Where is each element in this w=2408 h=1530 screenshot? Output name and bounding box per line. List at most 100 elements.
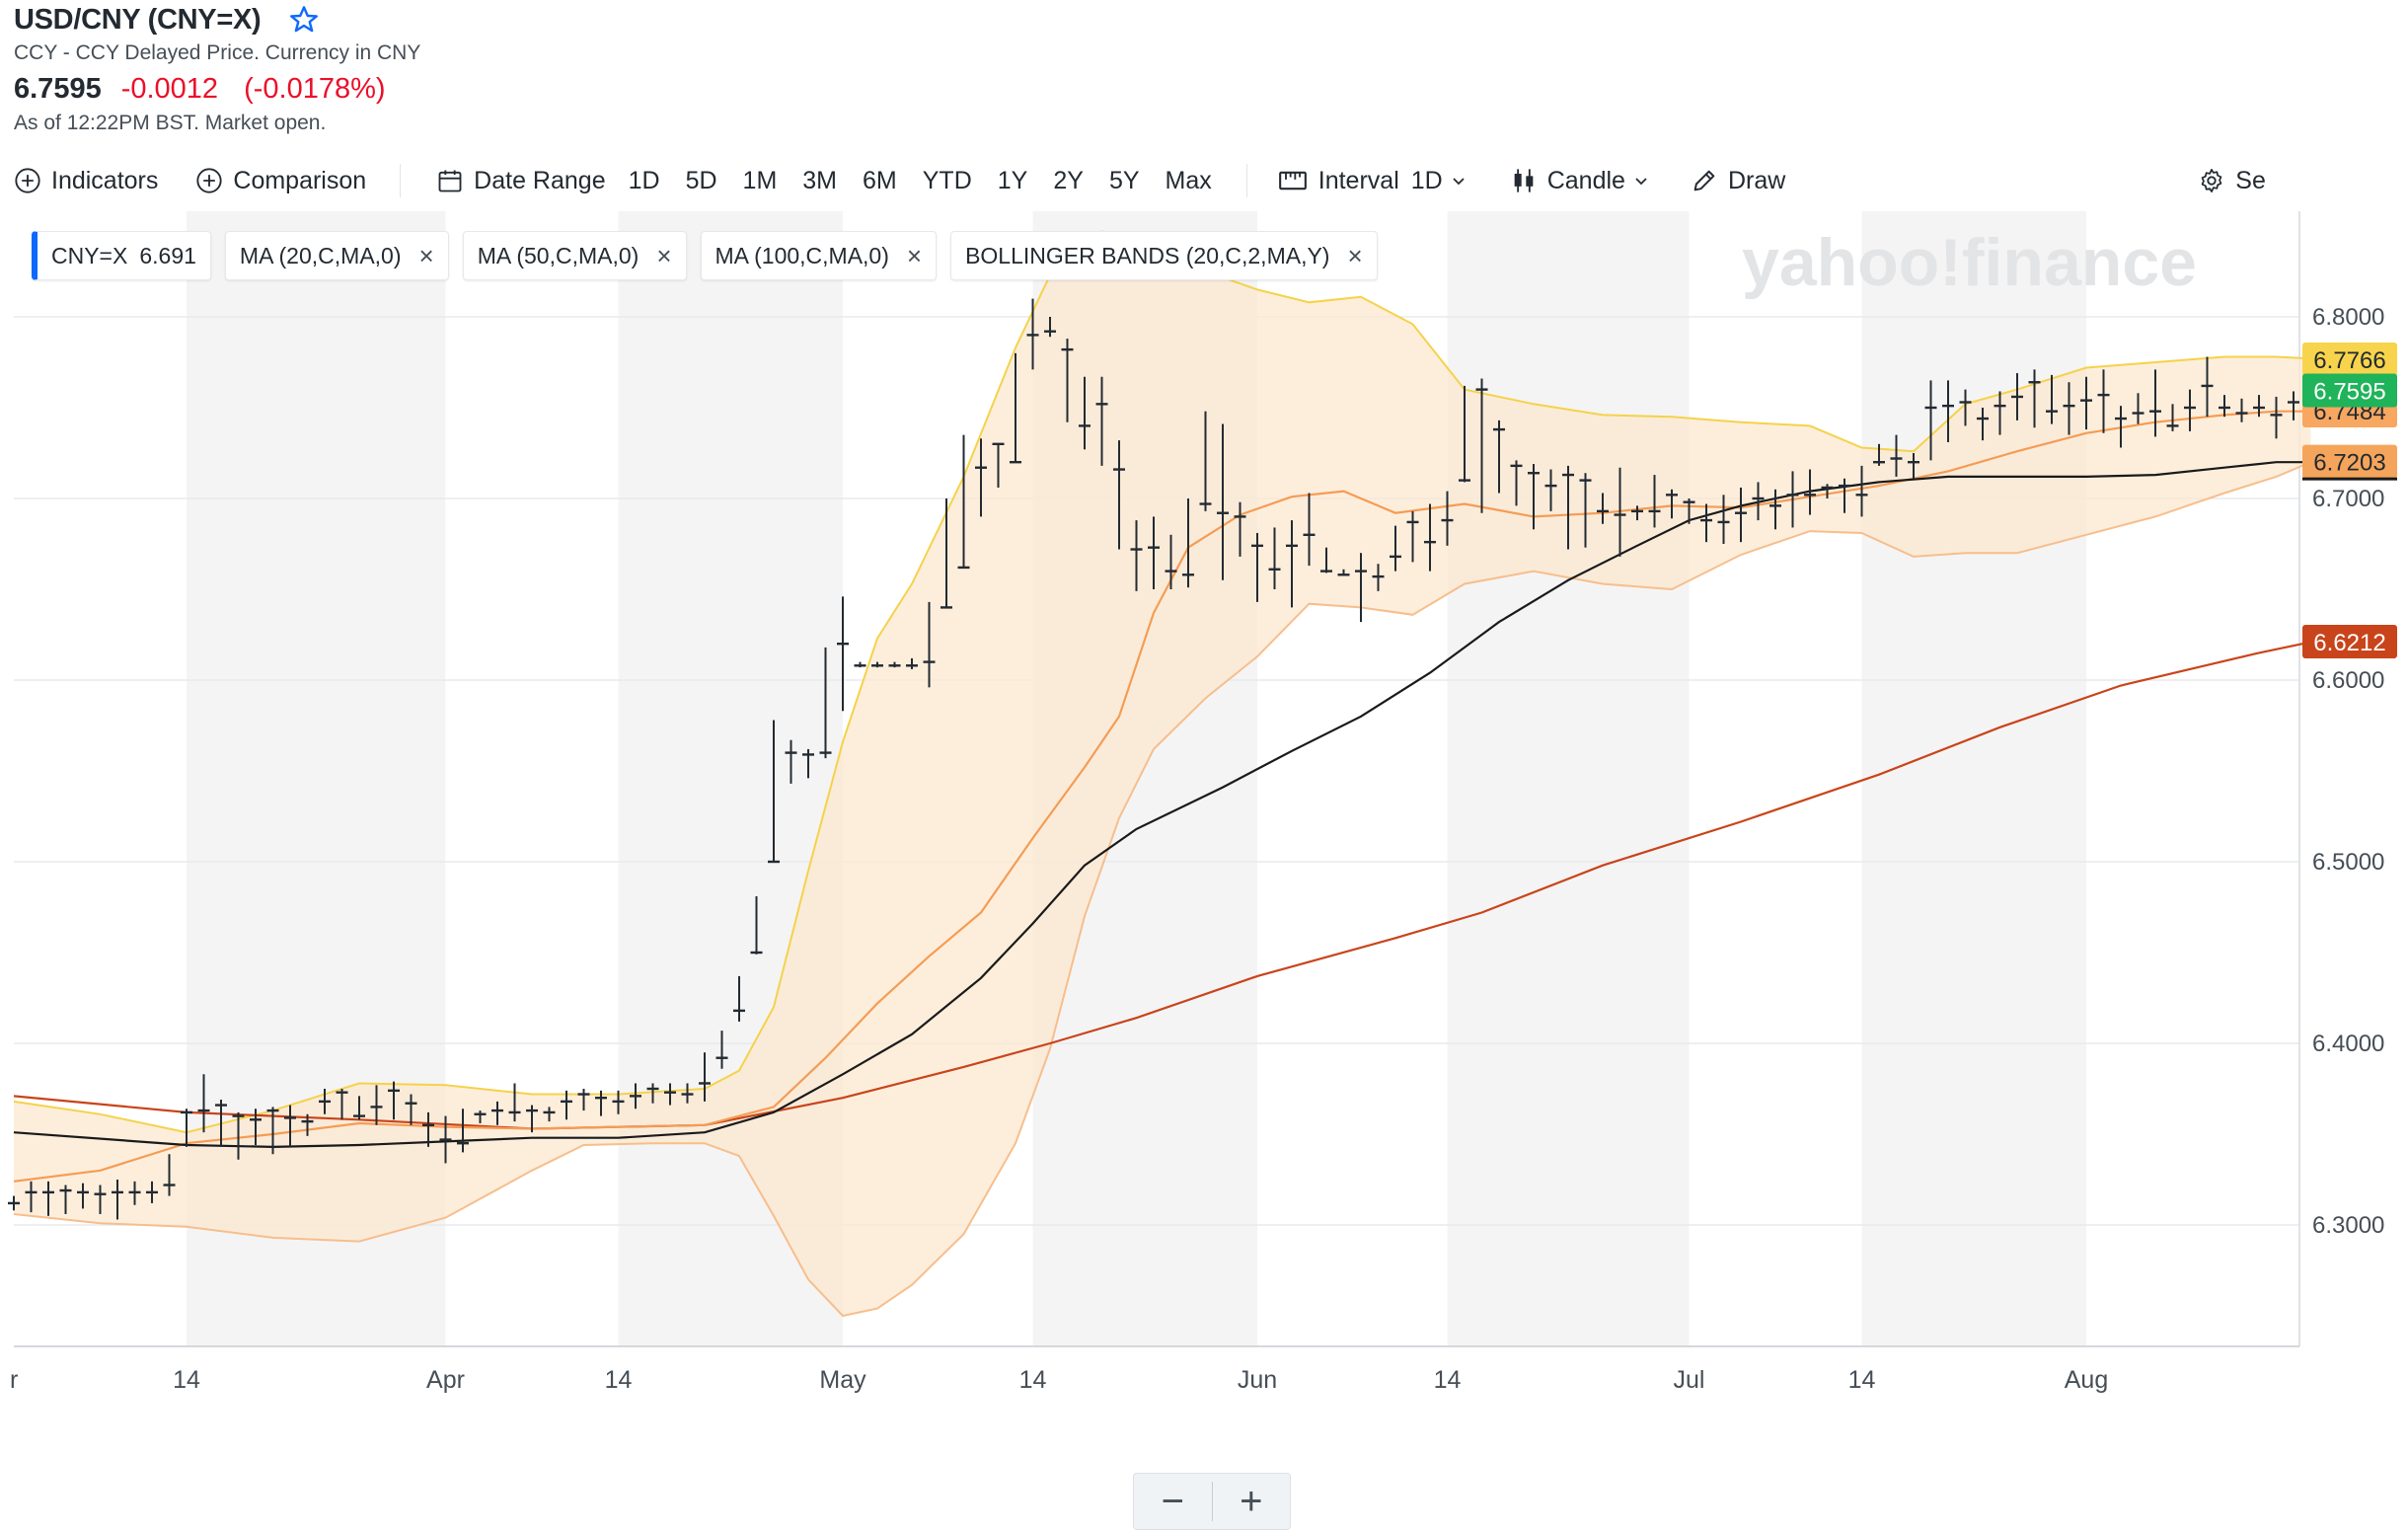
candle [1717, 495, 1730, 544]
range-1m[interactable]: 1M [742, 166, 778, 194]
candle [1372, 564, 1385, 591]
candle [146, 1181, 158, 1203]
candle [1165, 534, 1177, 589]
candle [1735, 487, 1747, 543]
candle [646, 1083, 659, 1104]
draw-button[interactable]: Draw [1691, 167, 1785, 195]
candle [405, 1094, 417, 1125]
x-tick-label: 14 [173, 1366, 200, 1394]
candle [301, 1113, 314, 1136]
range-5d[interactable]: 5D [685, 166, 717, 194]
candle [1355, 553, 1367, 623]
candle [2288, 391, 2299, 421]
candle [1648, 475, 1661, 528]
zoom-out-button[interactable]: − [1161, 1479, 1184, 1523]
y-tick-label: 6.3000 [2312, 1212, 2384, 1239]
candle [1475, 378, 1488, 513]
candle [1579, 473, 1592, 548]
ma50-pill[interactable]: MA (50,C,MA,0) × [462, 231, 687, 280]
ma50-label: MA (50,C,MA,0) [477, 242, 640, 268]
candlestick-icon [1514, 169, 1534, 192]
settings-button[interactable]: Se [2198, 167, 2266, 195]
star-icon[interactable] [288, 4, 320, 36]
candle [250, 1109, 262, 1146]
candle [1441, 491, 1454, 546]
range-1y[interactable]: 1Y [997, 166, 1028, 194]
candle [2253, 395, 2265, 418]
comparison-label: Comparison [233, 166, 367, 194]
month-stripe [1447, 211, 1690, 1346]
bollinger-pill[interactable]: BOLLINGER BANDS (20,C,2,MA,Y) × [950, 231, 1378, 280]
y-tick-label: 6.5000 [2312, 849, 2384, 876]
candle [1251, 532, 1263, 602]
candle [819, 647, 832, 759]
price-change: -0.0012 [120, 73, 219, 105]
candle [1286, 520, 1298, 608]
candle [284, 1105, 296, 1147]
interval-value: 1D [1410, 166, 1443, 194]
y-tick-label: 6.6000 [2312, 667, 2384, 694]
ma100-pill[interactable]: MA (100,C,MA,0) × [700, 231, 938, 280]
x-tick-label: Jul [1674, 1366, 1705, 1394]
price-chart[interactable]: yahoo!finance 6.8000 6.7000 6.6000 6.5000 6.… [0, 211, 2408, 1530]
candle [2046, 374, 2058, 424]
interval-label: Interval [1317, 166, 1399, 194]
range-1d[interactable]: 1D [628, 166, 660, 194]
date-range-button[interactable]: Date Range [436, 167, 606, 195]
candle [1510, 460, 1523, 506]
close-icon[interactable]: × [906, 240, 923, 270]
x-axis: r 14 Apr 14 May 14 Jun 14 Jul 14 Aug [10, 1366, 2108, 1394]
candle [2235, 398, 2248, 422]
close-icon[interactable]: × [656, 240, 672, 270]
close-icon[interactable]: × [1347, 240, 1363, 270]
indicators-label: Indicators [51, 166, 159, 194]
candle [1148, 516, 1160, 589]
candle [215, 1100, 227, 1147]
toolbar-divider [400, 164, 402, 197]
candle [1977, 408, 1989, 441]
range-3m[interactable]: 3M [802, 166, 838, 194]
candle [612, 1090, 625, 1114]
candle [422, 1111, 434, 1147]
comparison-button[interactable]: Comparison [195, 167, 366, 195]
candle [163, 1154, 176, 1196]
svg-text:6.6212: 6.6212 [2313, 630, 2385, 656]
candle [1855, 465, 1868, 517]
candle [923, 601, 936, 688]
market-status: As of 12:22PM BST. Market open. [14, 112, 327, 134]
candle [1199, 411, 1212, 511]
candle [975, 438, 987, 517]
candle [508, 1083, 521, 1122]
candle [699, 1052, 711, 1102]
candle [543, 1107, 556, 1122]
candle [2166, 404, 2179, 431]
range-2y[interactable]: 2Y [1053, 166, 1084, 194]
candle [1010, 352, 1021, 464]
chart-canvas[interactable]: yahoo!finance 6.80006.70006.60006.50006.… [0, 211, 2408, 1414]
candle [2132, 393, 2145, 424]
ma20-pill[interactable]: MA (20,C,MA,0) × [224, 231, 449, 280]
close-icon[interactable]: × [418, 240, 434, 270]
symbol-pill[interactable]: CNY=X 6.691 [32, 231, 211, 280]
candle [1614, 467, 1626, 557]
range-6m[interactable]: 6M [863, 166, 897, 194]
candle [1562, 465, 1574, 550]
range-max[interactable]: Max [1165, 166, 1212, 194]
range-5y[interactable]: 5Y [1108, 166, 1140, 194]
ma20-label: MA (20,C,MA,0) [239, 242, 402, 268]
symbol-label: CNY=X [51, 242, 128, 268]
x-tick-label: Apr [426, 1366, 465, 1394]
quote-title: USD/CNY (CNY=X) [14, 3, 262, 36]
zoom-in-button[interactable]: + [1240, 1479, 1263, 1523]
range-ytd[interactable]: YTD [922, 166, 972, 194]
chart-type-button[interactable]: Candle [1510, 167, 1659, 195]
indicators-button[interactable]: Indicators [14, 167, 158, 195]
svg-text:6.7595: 6.7595 [2313, 379, 2385, 406]
quote-subtitle: CCY - CCY Delayed Price. Currency in CNY [14, 41, 421, 64]
candle [906, 657, 918, 669]
candle [1390, 525, 1401, 572]
interval-button[interactable]: Interval 1D [1277, 167, 1476, 195]
x-tick-label: r [10, 1366, 18, 1394]
candle [750, 895, 763, 955]
candle [733, 975, 745, 1022]
